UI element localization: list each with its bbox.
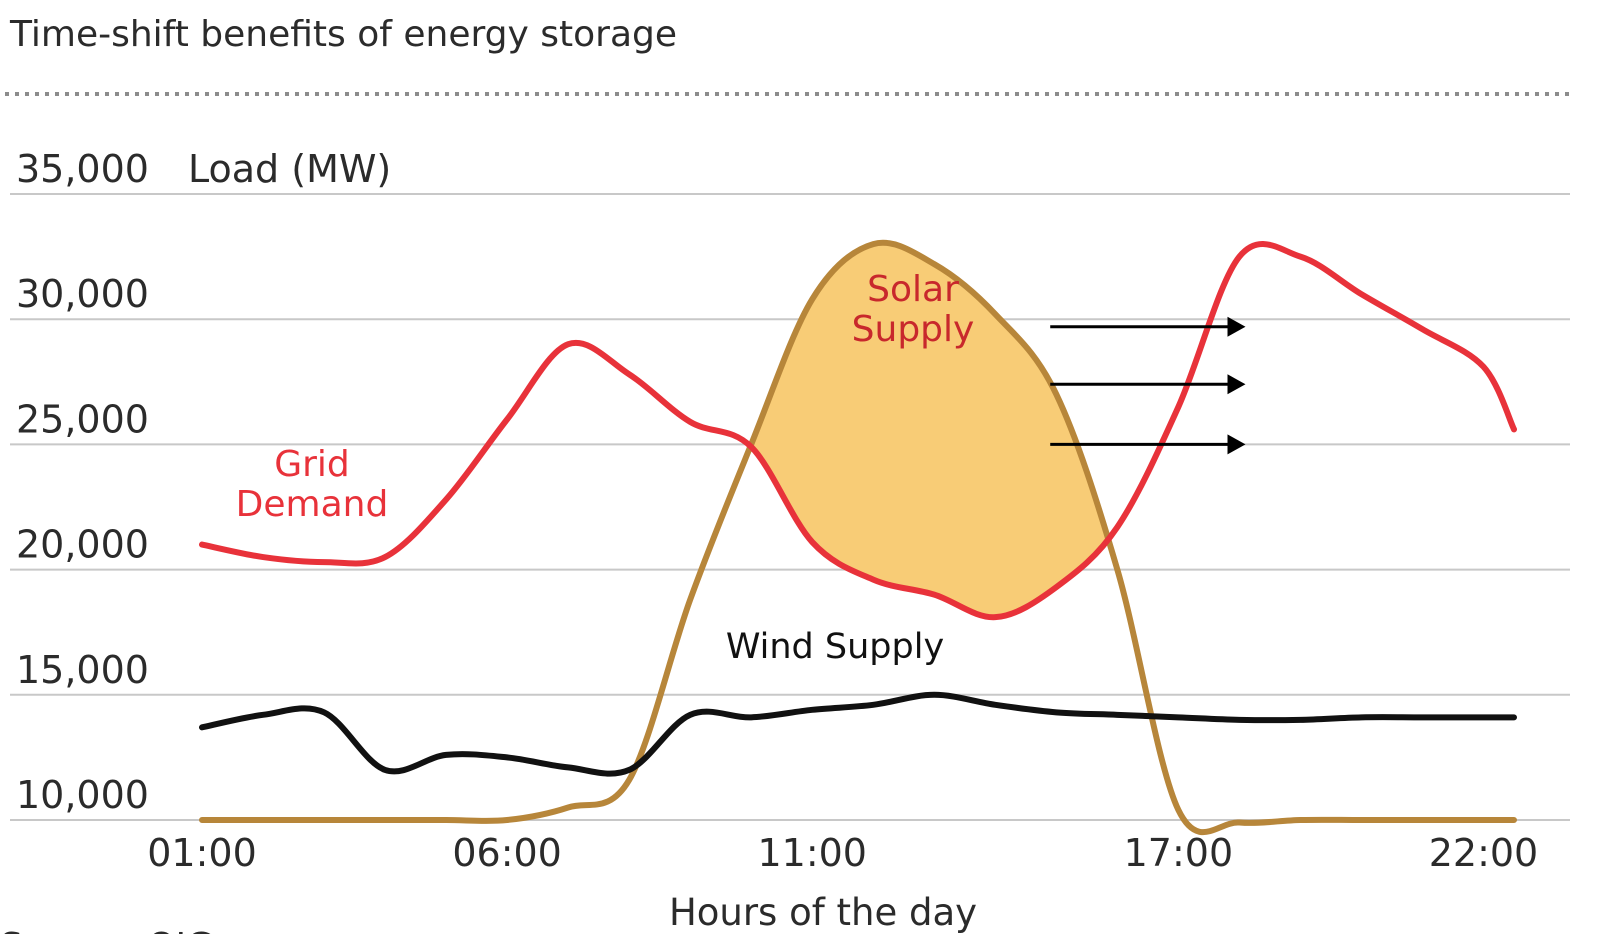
x-tick-label: 06:00 (452, 831, 562, 875)
y-tick-label: 35,000 (16, 147, 149, 191)
y-tick-label: 20,000 (16, 523, 149, 567)
time-shift-region (202, 242, 1514, 618)
grid-demand-line (199, 240, 1517, 621)
series-lines (199, 239, 1517, 835)
y-tick-label: 10,000 (16, 773, 149, 817)
shift-arrow-head (1227, 316, 1246, 337)
x-tick-label: 17:00 (1124, 831, 1234, 875)
chart-title: Time-shift benefits of energy storage (9, 14, 677, 55)
wind-supply-label: Wind Supply (726, 627, 944, 667)
y-tick-label: 25,000 (16, 397, 149, 441)
x-tick-label: 11:00 (757, 831, 867, 875)
x-tick-label: 01:00 (147, 831, 257, 875)
source-note: Source: OIG (0, 926, 214, 934)
y-tick-label: 15,000 (16, 648, 149, 692)
shift-arrow-head (1227, 434, 1246, 455)
y-axis-label: Load (MW) (188, 147, 391, 191)
x-tick-label: 22:00 (1429, 831, 1539, 875)
x-axis-label: Hours of the day (669, 891, 977, 934)
time-shift-area (202, 242, 1514, 618)
solar-supply-line (199, 239, 1517, 835)
solar-supply-label: Solar Supply (852, 269, 975, 350)
shift-arrows (1050, 316, 1246, 455)
wind-supply-line (199, 691, 1517, 777)
shift-arrow-head (1227, 374, 1246, 395)
y-tick-label: 30,000 (16, 272, 149, 316)
chart-labels: 35,000 30,000 25,000 20,000 15,000 10,000 01:0… (16, 147, 1538, 875)
grid-demand-label: Grid Demand (236, 444, 389, 525)
